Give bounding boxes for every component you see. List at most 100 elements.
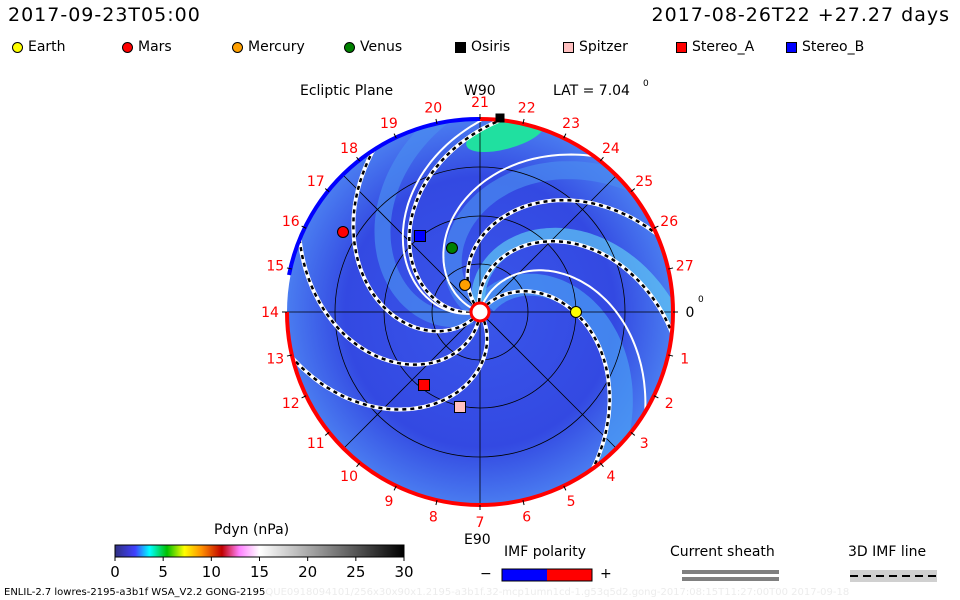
longitude-tick: [522, 118, 525, 124]
longitude-label: 9: [384, 494, 393, 510]
longitude-tick: [301, 225, 307, 229]
colorbar-tick-label: 15: [250, 563, 269, 581]
longitude-label: 19: [380, 116, 398, 132]
circle-marker-icon: [344, 41, 355, 53]
longitude-label: 1: [680, 352, 689, 368]
longitude-label: 18: [340, 141, 358, 157]
current-sheath: [401, 119, 565, 315]
square-marker-icon: [786, 41, 797, 53]
longitude-tick: [563, 485, 567, 491]
longitude-label: 7: [476, 515, 485, 531]
lat-label: LAT = 7.04: [553, 83, 630, 99]
longitude-tick: [356, 462, 361, 468]
square-marker-icon: [455, 41, 466, 53]
legend-item-earth: Earth: [12, 39, 66, 55]
longitude-label: 26: [660, 214, 678, 230]
footer-faint: QUE0918094101/256x30x90x1.2195-a3b1f.32-…: [265, 587, 850, 598]
colorbar-tick-label: 25: [346, 563, 365, 581]
square-marker-icon: [676, 41, 687, 53]
circle-marker-icon: [12, 41, 23, 53]
longitude-tick: [599, 462, 604, 468]
mars-marker: [337, 226, 349, 238]
imf-line-title: 3D IMF line: [848, 544, 927, 560]
longitude-tick: [668, 267, 674, 270]
longitude-label: 4: [606, 469, 615, 485]
legend-label: Spitzer: [579, 39, 628, 55]
longitude-label: 25: [635, 174, 653, 190]
longitude-tick: [435, 500, 438, 506]
square-marker-icon: [563, 41, 574, 53]
longitude-label: 10: [340, 469, 358, 485]
legend-label: Earth: [28, 39, 66, 55]
lat-unit: 0: [643, 79, 649, 89]
longitude-label: 20: [424, 100, 442, 116]
longitude-label: 14: [261, 305, 279, 321]
longitude-tick: [599, 156, 604, 162]
longitude-label: 11: [307, 436, 325, 452]
legend-label: Mercury: [248, 39, 305, 55]
longitude-tick: [653, 225, 659, 229]
longitude-tick: [286, 267, 292, 270]
polarity-rim-negative: [287, 116, 481, 276]
longitude-tick: [324, 431, 330, 436]
e90-label: E90: [464, 532, 491, 548]
longitude-tick: [324, 188, 330, 193]
imf-polarity-title: IMF polarity: [504, 544, 587, 560]
longitude-label: 5: [567, 494, 576, 510]
colorbar-tick-label: 5: [158, 563, 168, 581]
imf-plus: +: [600, 566, 612, 582]
longitude-tick: [668, 354, 674, 357]
high-density-region: [466, 119, 544, 153]
longitude-label: 24: [602, 141, 620, 157]
longitude-tick: [286, 354, 292, 357]
legend-label: Venus: [360, 39, 403, 55]
legend-label: Stereo_A: [692, 39, 755, 55]
circle-marker-icon: [232, 41, 243, 53]
longitude-tick: [653, 395, 659, 399]
longitude-label: 21: [471, 95, 489, 111]
legend-item-stereo_a: Stereo_A: [676, 39, 754, 55]
longitude-label: 3: [640, 436, 649, 452]
density-streak: [374, 119, 582, 328]
w90-label: W90: [464, 83, 496, 99]
plot-title: Ecliptic Plane: [300, 83, 393, 99]
longitude-label: 23: [562, 116, 580, 132]
reference-time: 2017-08-26T22 +27.27 days: [651, 4, 950, 26]
legend-item-venus: Venus: [344, 39, 402, 55]
legend-label: Mars: [138, 39, 172, 55]
legend-label: Stereo_B: [802, 39, 865, 55]
longitude-label: 2: [665, 396, 674, 412]
sheath-title: Current sheath: [670, 544, 775, 560]
stereo_b-marker: [414, 230, 426, 242]
longitude-tick: [630, 431, 636, 436]
imf-positive-swatch: [547, 569, 592, 581]
mercury-marker: [459, 279, 471, 291]
colorbar-tick-label: 0: [110, 563, 120, 581]
legend-item-mercury: Mercury: [232, 39, 305, 55]
osiris-marker: [495, 113, 505, 123]
imf-negative-swatch: [502, 569, 547, 581]
colorbar-tick-label: 20: [298, 563, 317, 581]
longitude-label: 17: [307, 174, 325, 190]
zero-unit: 0: [698, 295, 704, 305]
colorbar: [114, 544, 405, 558]
colorbar-tick-label: 10: [202, 563, 221, 581]
longitude-label: 12: [282, 396, 300, 412]
longitude-tick: [435, 118, 438, 124]
longitude-tick: [393, 133, 397, 139]
longitude-tick: [630, 188, 636, 193]
colorbar-title: Pdyn (nPa): [214, 522, 290, 538]
longitude-tick: [301, 395, 307, 399]
sheath-line-2: [682, 577, 779, 581]
legend-item-osiris: Osiris: [455, 39, 510, 55]
venus-marker: [446, 242, 458, 254]
legend-item-mars: Mars: [122, 39, 172, 55]
earth-marker: [570, 306, 582, 318]
legend-item-stereo_b: Stereo_B: [786, 39, 864, 55]
longitude-label: 8: [429, 510, 438, 526]
colorbar-tick-label: 30: [394, 563, 413, 581]
longitude-tick: [563, 133, 567, 139]
polarity-rim-positive-lower: [285, 311, 481, 507]
density-streak: [471, 227, 673, 474]
